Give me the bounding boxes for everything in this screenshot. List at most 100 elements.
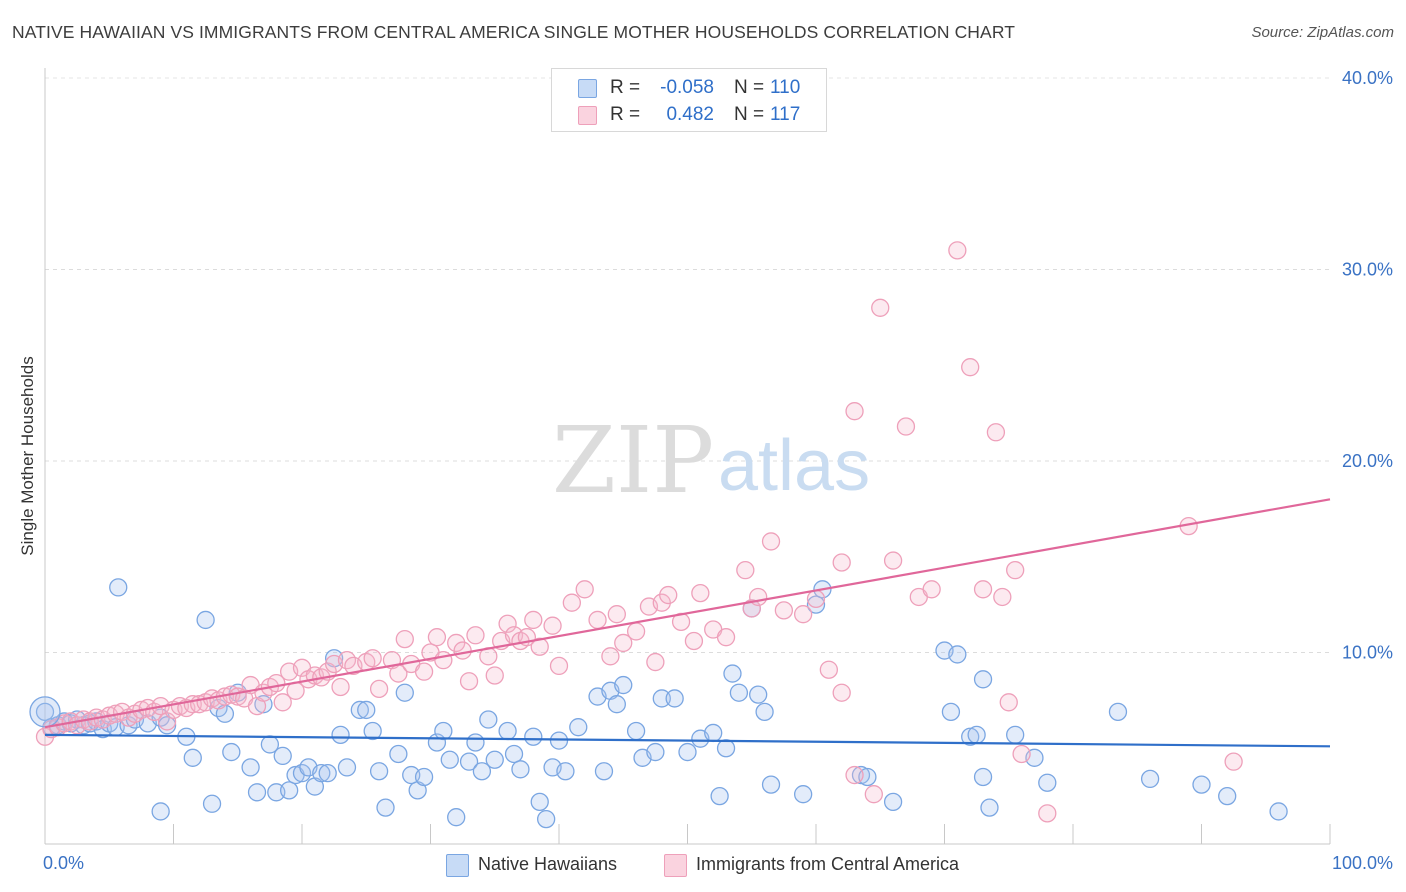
native-hawaiian-point (151, 802, 170, 821)
n-label: N = (734, 104, 765, 125)
central-america-point (588, 610, 607, 630)
native-hawaiian-point (1038, 773, 1057, 792)
native-hawaiian-point (504, 744, 524, 764)
native-hawaiian-point (607, 695, 626, 714)
central-america-point (453, 641, 472, 660)
native-hawaiian-point (652, 689, 671, 708)
native-hawaiian-point (485, 750, 504, 769)
central-america-point (601, 647, 620, 666)
legend-label: Native Hawaiians (478, 854, 618, 874)
r-label: R = (610, 77, 641, 98)
native-hawaiian-point (331, 725, 350, 744)
central-america-point (1224, 752, 1243, 771)
central-america-trend-line (44, 498, 1331, 729)
central-america-point (691, 583, 710, 603)
native-hawaiian-point (961, 727, 980, 746)
central-america-point (434, 651, 453, 670)
native-hawaiian-point (202, 794, 222, 813)
native-hawaiian-point (678, 742, 697, 762)
central-america-point (774, 601, 794, 620)
native-hawaiian-point (973, 670, 993, 689)
native-hawaiian-point (941, 702, 961, 722)
y-tick-label: 20.0% (1342, 451, 1393, 471)
native-hawaiian-point (389, 744, 408, 764)
native-hawaiian-point (337, 758, 357, 777)
central-america-point (761, 532, 781, 551)
native-hawaiian-point (723, 664, 742, 683)
central-america-point (543, 616, 562, 635)
native-hawaiian-point (749, 685, 768, 704)
native-hawaiian-point (183, 748, 202, 767)
r-value: 0.482 (666, 104, 714, 125)
native-hawaiian-point (967, 725, 986, 744)
native-hawaiian-point (479, 710, 498, 729)
native-hawaiian-point (109, 578, 128, 597)
central-america-point (794, 605, 813, 624)
central-america-point (485, 666, 504, 685)
native-hawaiian-point (794, 785, 813, 804)
native-hawaiian-point (241, 758, 260, 777)
central-america-point (948, 241, 967, 260)
native-hawaiian-point (1192, 775, 1211, 794)
native-hawaiian-point (196, 610, 215, 630)
central-america-point (832, 683, 851, 702)
native-hawaiian-point (222, 742, 241, 762)
native-hawaiian-trend-line (44, 733, 1331, 748)
central-america-point (562, 593, 581, 612)
native-hawaiian-point (369, 762, 389, 781)
central-america-point (806, 589, 826, 609)
central-america-point (466, 626, 485, 645)
native-hawaiian-point (1269, 802, 1288, 821)
x-tick-label: 100.0% (1332, 853, 1393, 873)
native-hawaiian-point (729, 683, 749, 702)
y-tick-label: 30.0% (1342, 260, 1393, 280)
native-hawaiian-point (569, 718, 588, 737)
central-america-point (369, 679, 389, 699)
stats-row-central-america: R = 0.482 N = 117 (552, 100, 826, 126)
n-value: 110 (770, 77, 801, 98)
central-america-point (845, 402, 864, 421)
native-hawaiian-point (710, 786, 729, 806)
central-america-point (1006, 561, 1025, 580)
central-america-point (363, 649, 382, 668)
native-hawaiian-point (318, 763, 337, 783)
central-america-point (986, 423, 1006, 442)
central-america-point (395, 629, 414, 649)
central-america-point (896, 417, 916, 436)
native-hawaiian-point (524, 727, 543, 746)
native-hawaiian-point (1108, 702, 1128, 722)
central-america-point (530, 637, 549, 656)
central-america-point (273, 693, 292, 712)
native-hawaiian-point (755, 702, 774, 722)
native-hawaiian-point (594, 762, 614, 781)
central-america-point (1038, 804, 1057, 823)
native-hawaiian-point (626, 721, 646, 741)
central-america-point (549, 656, 569, 676)
central-america-point (331, 677, 350, 697)
central-america-point (607, 605, 626, 624)
tick-labels: 10.0% 20.0% 30.0% 40.0% 0.0% 100.0% (43, 68, 1393, 873)
native-hawaiian-point (459, 752, 479, 771)
n-value: 117 (770, 104, 801, 125)
central-america-point (414, 662, 434, 681)
legend-swatch-pink (664, 854, 687, 877)
native-hawaiian-point (883, 792, 903, 812)
axes (44, 68, 1331, 845)
source-label: Source: ZipAtlas.com (1251, 24, 1394, 41)
native-hawaiian-point (556, 762, 575, 781)
central-america-point (883, 551, 903, 570)
x-tick-label: 0.0% (43, 853, 84, 873)
native-hawaiian-point (948, 645, 967, 664)
central-america-point (819, 660, 838, 679)
native-hawaiian-point (761, 775, 781, 794)
native-hawaiian-point (363, 721, 382, 741)
legend-label: Immigrants from Central America (696, 854, 960, 874)
legend-swatch-blue (446, 854, 469, 877)
stats-row-native-hawaiians: R = -0.058 N = 110 (552, 73, 826, 99)
central-america-point (1012, 744, 1031, 764)
native-hawaiian-point (498, 721, 517, 741)
correlation-stats-box: R = -0.058 N = 110 R = 0.482 N = 117 (551, 68, 827, 132)
central-america-point (832, 553, 851, 572)
stats-swatch-blue (578, 79, 597, 98)
